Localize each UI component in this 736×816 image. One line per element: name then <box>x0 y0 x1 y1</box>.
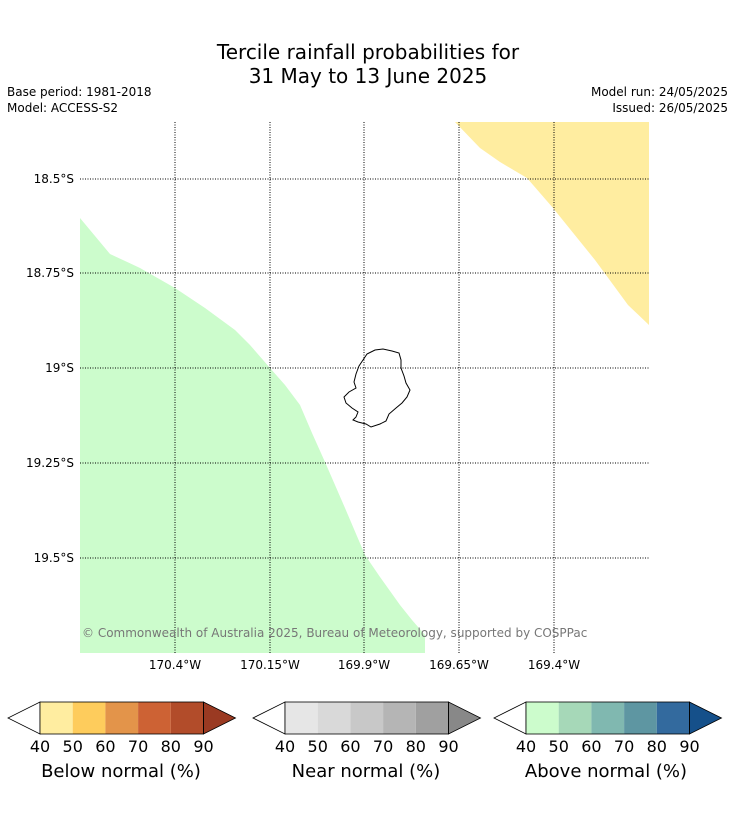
colorbar-above-normal-label: Above normal (%) <box>524 761 688 782</box>
lat-label-19-25: 19.25°S <box>26 456 74 470</box>
colorbar-near-normal-tick-label: 60 <box>340 737 360 756</box>
colorbar-above-normal-tick-label: 70 <box>614 737 634 756</box>
colorbar-near-normal-high-arrow <box>448 701 482 735</box>
colorbar-below-normal: 40 50 60 70 80 90 <box>7 701 237 756</box>
colorbar-below-normal-segment <box>170 702 204 734</box>
below-normal-region <box>455 122 649 325</box>
colorbar-near-normal-outline <box>284 701 449 735</box>
island-coastline <box>343 348 411 428</box>
base-period-text: Base period: 1981-2018 <box>7 85 152 99</box>
colorbar-above-normal-outline <box>525 701 690 735</box>
lat-label-19: 19°S <box>45 361 74 375</box>
lat-label-19-5: 19.5°S <box>34 551 74 565</box>
lon-label-169-4: 169.4°W <box>528 658 580 672</box>
colorbar-below-normal-tick-label: 60 <box>95 737 115 756</box>
colorbar-near-normal-tick-label: 40 <box>275 737 295 756</box>
colorbar-near-normal-segment <box>317 702 351 734</box>
colorbar-below-normal-tick-label: 40 <box>30 737 50 756</box>
colorbar-below-normal-label: Below normal (%) <box>41 761 201 782</box>
colorbar-above-normal: 40 50 60 70 80 90 <box>493 701 723 756</box>
colorbar-near-normal-tick-label: 50 <box>308 737 328 756</box>
colorbar-above-normal-low-arrow <box>493 701 527 735</box>
colorbar-above-normal-tick-label: 40 <box>516 737 536 756</box>
colorbar-above-normal-tick-label: 50 <box>549 737 569 756</box>
colorbar-above-normal-segment <box>624 702 657 734</box>
lon-gridlines <box>174 122 555 653</box>
colorbar-near-normal-tick-label: 80 <box>406 737 426 756</box>
model-run-text: Model run: 24/05/2025 <box>590 85 728 99</box>
colorbar-near-normal-segment <box>350 702 384 734</box>
colorbar-below-normal-tick-label: 70 <box>128 737 148 756</box>
colorbar-above-normal-high-arrow <box>689 701 723 735</box>
colorbar-above-normal-segment <box>656 702 690 734</box>
lat-label-18-5: 18.5°S <box>34 172 74 186</box>
colorbar-near-normal-segment <box>285 702 318 734</box>
colorbar-near-normal: 40 50 60 70 80 90 <box>252 701 482 756</box>
colorbar-above-normal-tick-label: 80 <box>647 737 667 756</box>
lon-label-169-65: 169.65°W <box>429 658 489 672</box>
lat-label-18-75: 18.75°S <box>26 266 74 280</box>
lon-label-169-9: 169.9°W <box>338 658 390 672</box>
colorbar-below-normal-tick-label: 90 <box>193 737 213 756</box>
colorbar-above-normal-segment <box>526 702 559 734</box>
colorbar-near-normal-low-arrow <box>252 701 286 735</box>
colorbar-below-normal-low-arrow <box>7 701 41 735</box>
colorbar-near-normal-label: Near normal (%) <box>291 761 441 782</box>
colorbar-above-normal-tick-label: 60 <box>581 737 601 756</box>
map-title-line1: Tercile rainfall probabilities for <box>216 40 520 64</box>
colorbar-near-normal-tick-label: 70 <box>373 737 393 756</box>
colorbar-below-normal-segment <box>72 702 106 734</box>
colorbar-near-normal-tick-label: 90 <box>438 737 458 756</box>
colorbar-below-normal-segment <box>138 702 171 734</box>
colorbar-below-normal-tick-label: 50 <box>63 737 83 756</box>
colorbar-near-normal-segment <box>415 702 449 734</box>
colorbar-below-normal-outline <box>39 701 204 735</box>
issued-date-text: Issued: 26/05/2025 <box>612 101 728 115</box>
colorbar-near-normal-segment <box>383 702 416 734</box>
colorbar-above-normal-segment <box>591 702 625 734</box>
model-name-text: Model: ACCESS-S2 <box>7 101 119 115</box>
copyright-notice: © Commonwealth of Australia 2025, Bureau… <box>82 626 587 640</box>
colorbar-below-normal-segment <box>40 702 73 734</box>
lon-label-170-15: 170.15°W <box>240 658 300 672</box>
colorbar-below-normal-tick-label: 80 <box>161 737 181 756</box>
map-title-line2: 31 May to 13 June 2025 <box>248 64 488 88</box>
colorbar-above-normal-tick-label: 90 <box>679 737 699 756</box>
colorbar-below-normal-segment <box>105 702 139 734</box>
colorbar-above-normal-segment <box>558 702 592 734</box>
above-normal-region <box>80 218 425 653</box>
lon-label-170-4: 170.4°W <box>149 658 201 672</box>
colorbar-below-normal-high-arrow <box>203 701 237 735</box>
